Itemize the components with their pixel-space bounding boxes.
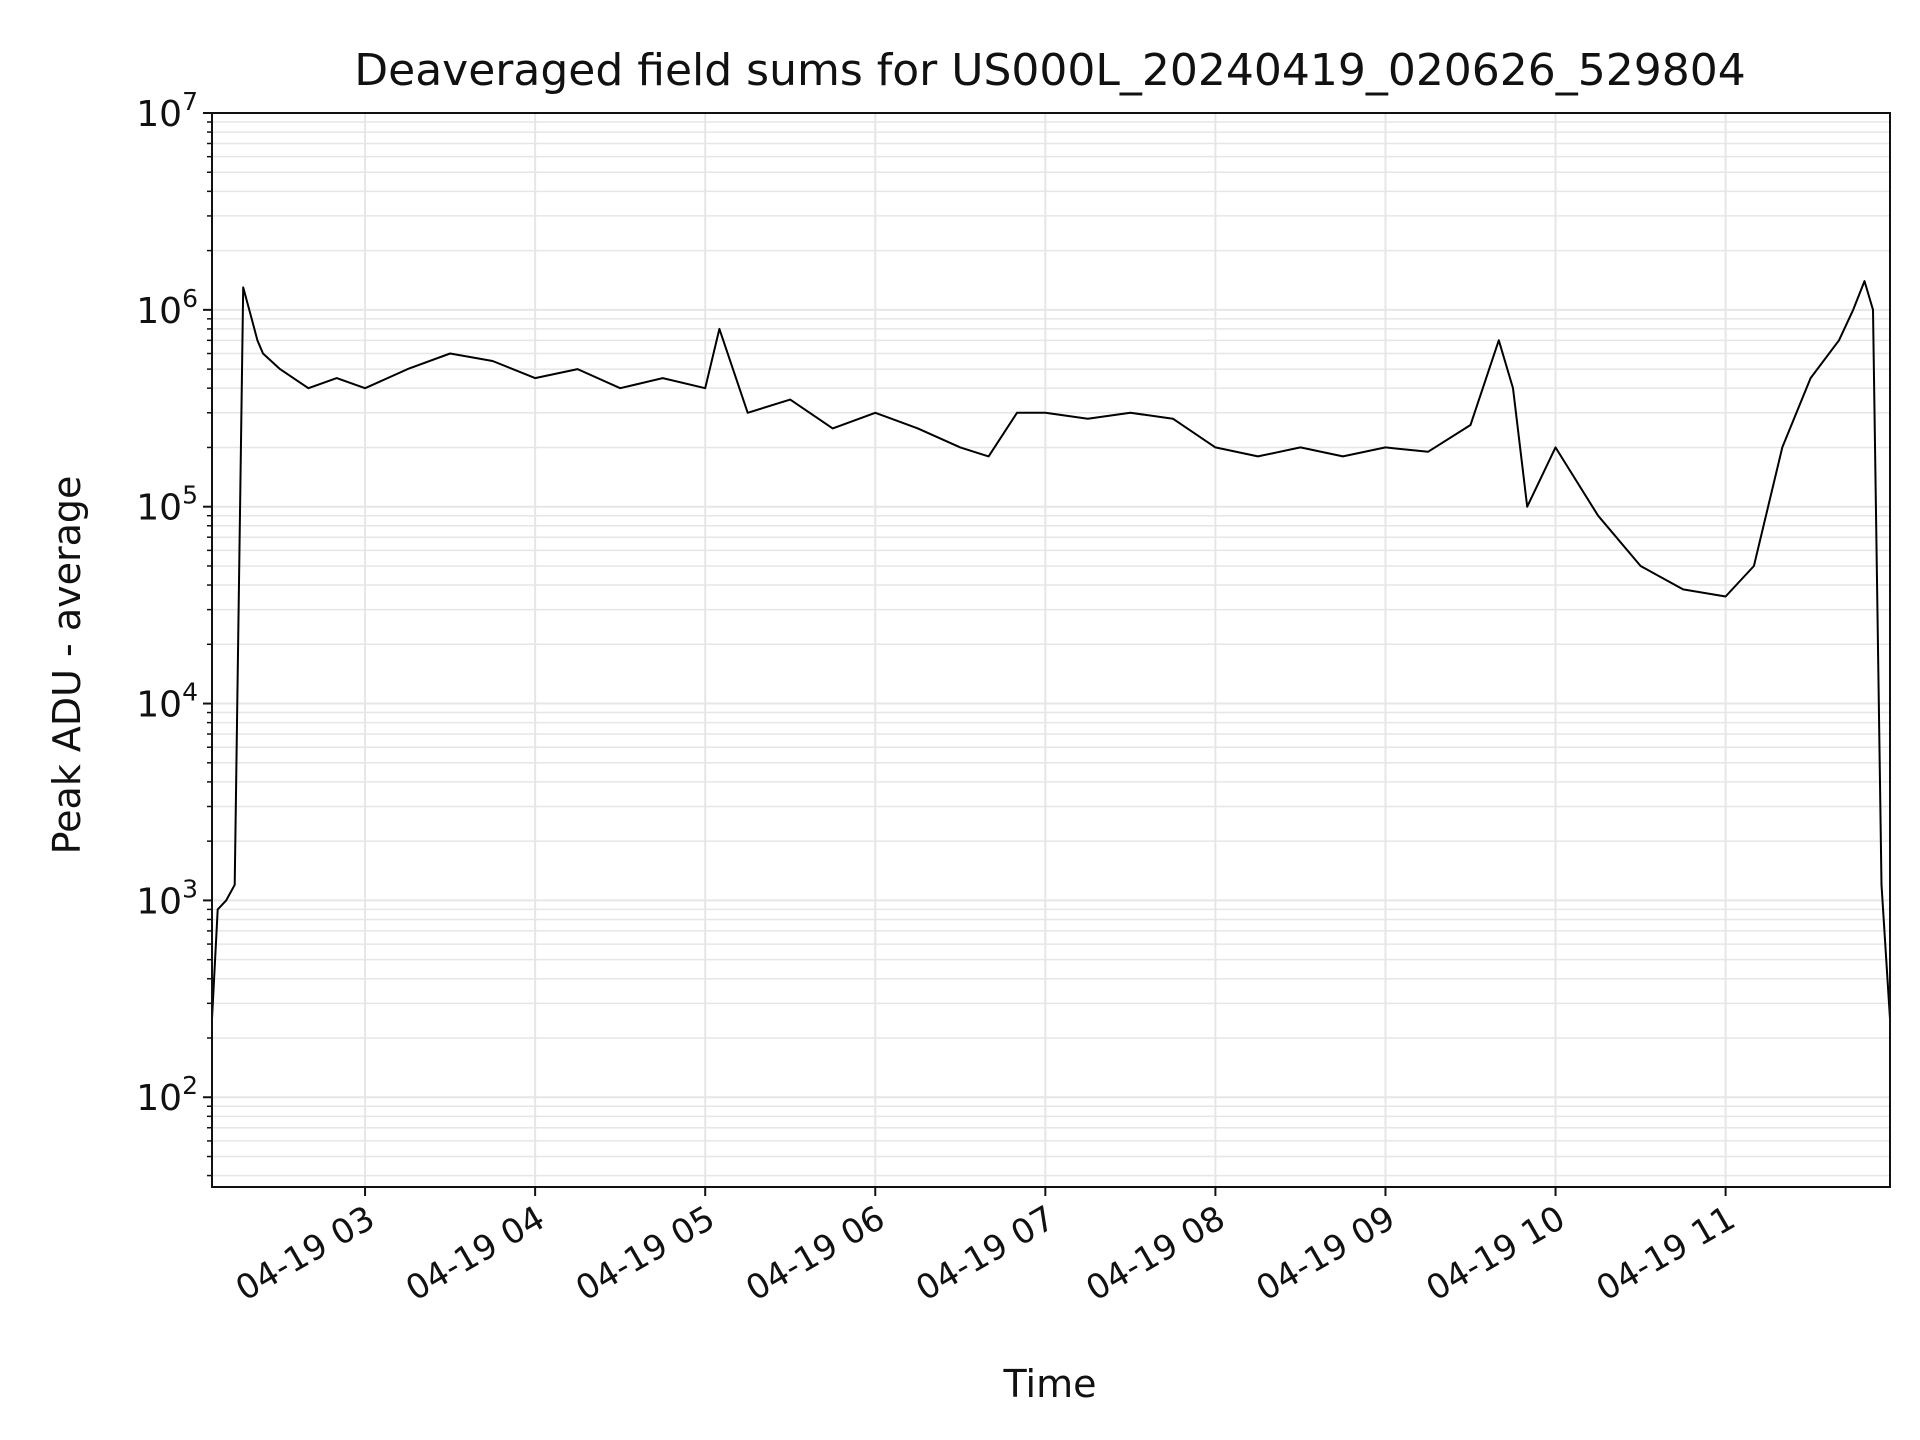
y-tick-label: 107 [136,87,198,135]
grid [212,113,1890,1187]
x-tick-label: 04-19 10 [1420,1198,1572,1309]
y-tick-label: 104 [136,678,198,726]
y-axis-label: Peak ADU - average [45,476,89,855]
x-axis-label: Time [1003,1362,1097,1406]
chart-title: Deaveraged field sums for US000L_2024041… [354,45,1746,96]
x-tick-label: 04-19 05 [569,1198,721,1309]
x-tick-label: 04-19 06 [739,1198,891,1309]
x-tick-label: 04-19 11 [1590,1198,1742,1309]
series-layer [211,280,1891,1019]
y-axis: 102 103 104 105 106 107 [136,87,212,1177]
y-tick-label: 102 [136,1071,198,1119]
y-tick-label: 106 [136,284,198,332]
x-tick-label: 04-19 03 [229,1198,381,1309]
x-tick-label: 04-19 04 [399,1198,551,1309]
data-series-line [211,280,1891,1019]
x-tick-label: 04-19 08 [1080,1198,1232,1309]
plot-frame [211,112,1891,1188]
y-tick-label: 105 [136,481,198,529]
x-tick-label: 04-19 09 [1250,1198,1402,1309]
x-axis: 04-19 03 04-19 04 04-19 05 04-19 06 04-19 07… [229,1187,1742,1309]
y-tick-label: 103 [136,874,198,922]
x-tick-label: 04-19 07 [909,1198,1061,1309]
